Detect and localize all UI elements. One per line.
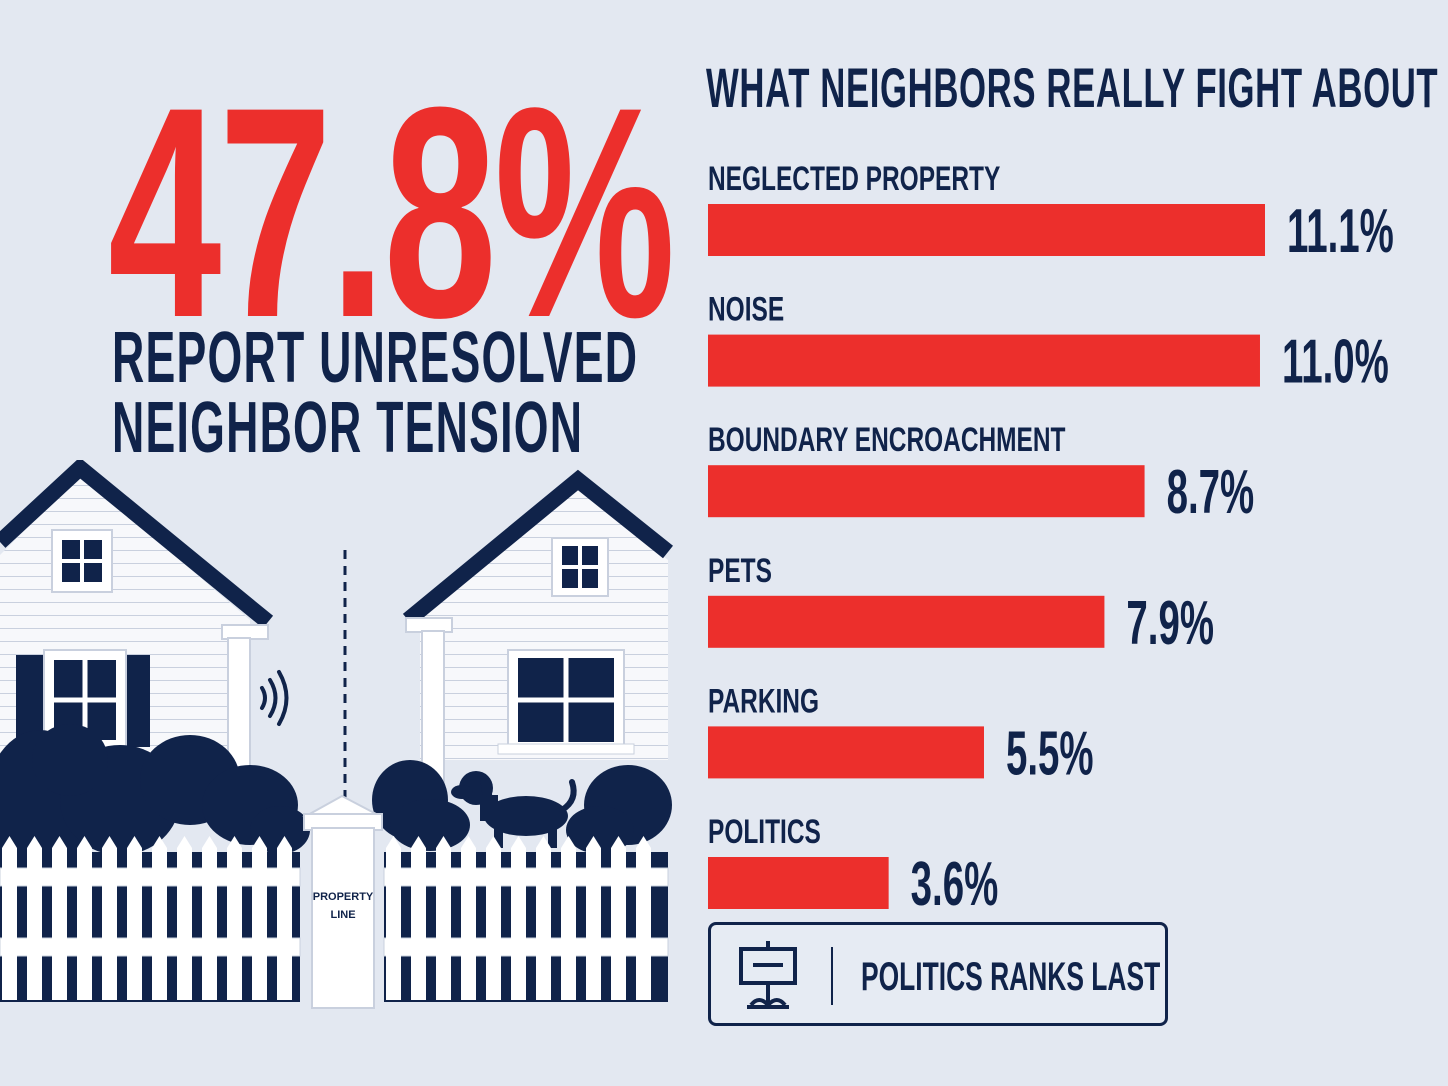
callout-divider bbox=[831, 947, 833, 1005]
bar bbox=[708, 334, 1260, 387]
fence-picket bbox=[386, 836, 401, 1000]
fence-picket bbox=[127, 836, 142, 1000]
bar-category-label: NOISE bbox=[708, 291, 784, 329]
fence-picket bbox=[52, 836, 67, 1000]
fence-rail bbox=[0, 937, 301, 957]
fence-picket bbox=[277, 836, 292, 1000]
bar-value-label: 11.1% bbox=[1287, 196, 1394, 266]
bar bbox=[708, 726, 984, 779]
fence-picket bbox=[461, 836, 476, 1000]
post-label-line-1: PROPERTY bbox=[313, 891, 374, 903]
headline-line-2: NEIGHBOR TENSION bbox=[112, 388, 584, 468]
fence-picket bbox=[511, 836, 526, 1000]
bar bbox=[708, 204, 1265, 256]
sound-waves-icon bbox=[260, 670, 289, 726]
fence-picket bbox=[202, 836, 217, 1000]
bar-chart: NEGLECTED PROPERTY 11.1% NOISE 11.0% BOUNDAR… bbox=[708, 160, 1394, 919]
fence-picket bbox=[636, 836, 651, 1000]
fence-picket bbox=[77, 836, 92, 1000]
bar-value-label: 11.0% bbox=[1282, 326, 1389, 396]
fence-picket bbox=[177, 836, 192, 1000]
property-line-post: PROPERTY LINE bbox=[302, 794, 383, 1009]
fence-picket bbox=[227, 836, 242, 1000]
fence-picket bbox=[486, 836, 501, 1000]
yard-sign-icon bbox=[739, 941, 797, 1009]
bar-category-label: POLITICS bbox=[708, 813, 821, 851]
fence-picket bbox=[252, 836, 267, 1000]
fence-picket bbox=[2, 836, 17, 1000]
bar bbox=[708, 595, 1105, 648]
callout-text: POLITICS RANKS LAST bbox=[861, 955, 1161, 999]
fence-picket bbox=[27, 836, 42, 1000]
neighborhood-illustration: PROPERTY LINE bbox=[0, 460, 673, 1009]
bar-category-label: PETS bbox=[708, 552, 772, 590]
bar-category-label: BOUNDARY ENCROACHMENT bbox=[708, 421, 1066, 459]
politics-callout: POLITICS RANKS LAST bbox=[708, 922, 1168, 1026]
dog-icon bbox=[451, 771, 577, 848]
bar bbox=[708, 857, 889, 909]
bar bbox=[708, 465, 1145, 518]
fence-picket bbox=[536, 836, 551, 1000]
right-house bbox=[402, 469, 673, 792]
fence-picket bbox=[411, 836, 426, 1000]
chart-title: WHAT NEIGHBORS REALLY FIGHT ABOUT bbox=[706, 56, 1439, 119]
fence-picket bbox=[561, 836, 576, 1000]
bar-value-label: 7.9% bbox=[1126, 587, 1214, 657]
fence-picket bbox=[436, 836, 451, 1000]
fence-rail bbox=[0, 867, 301, 887]
bar-value-label: 5.5% bbox=[1006, 718, 1094, 788]
fence-picket bbox=[152, 836, 167, 1000]
post-label-line-2: LINE bbox=[330, 909, 355, 921]
picket-fence bbox=[0, 836, 669, 1002]
fence-picket bbox=[586, 836, 601, 1000]
headline-stat: 47.8% bbox=[108, 44, 676, 380]
bar-value-label: 3.6% bbox=[911, 849, 999, 919]
bar-value-label: 8.7% bbox=[1167, 457, 1255, 527]
fence-picket bbox=[611, 836, 626, 1000]
fence-picket bbox=[102, 836, 117, 1000]
bar-category-label: PARKING bbox=[708, 683, 819, 721]
bushes bbox=[0, 724, 672, 880]
bar-category-label: NEGLECTED PROPERTY bbox=[708, 160, 1000, 198]
headline-line-1: REPORT UNRESOLVED bbox=[112, 318, 639, 398]
